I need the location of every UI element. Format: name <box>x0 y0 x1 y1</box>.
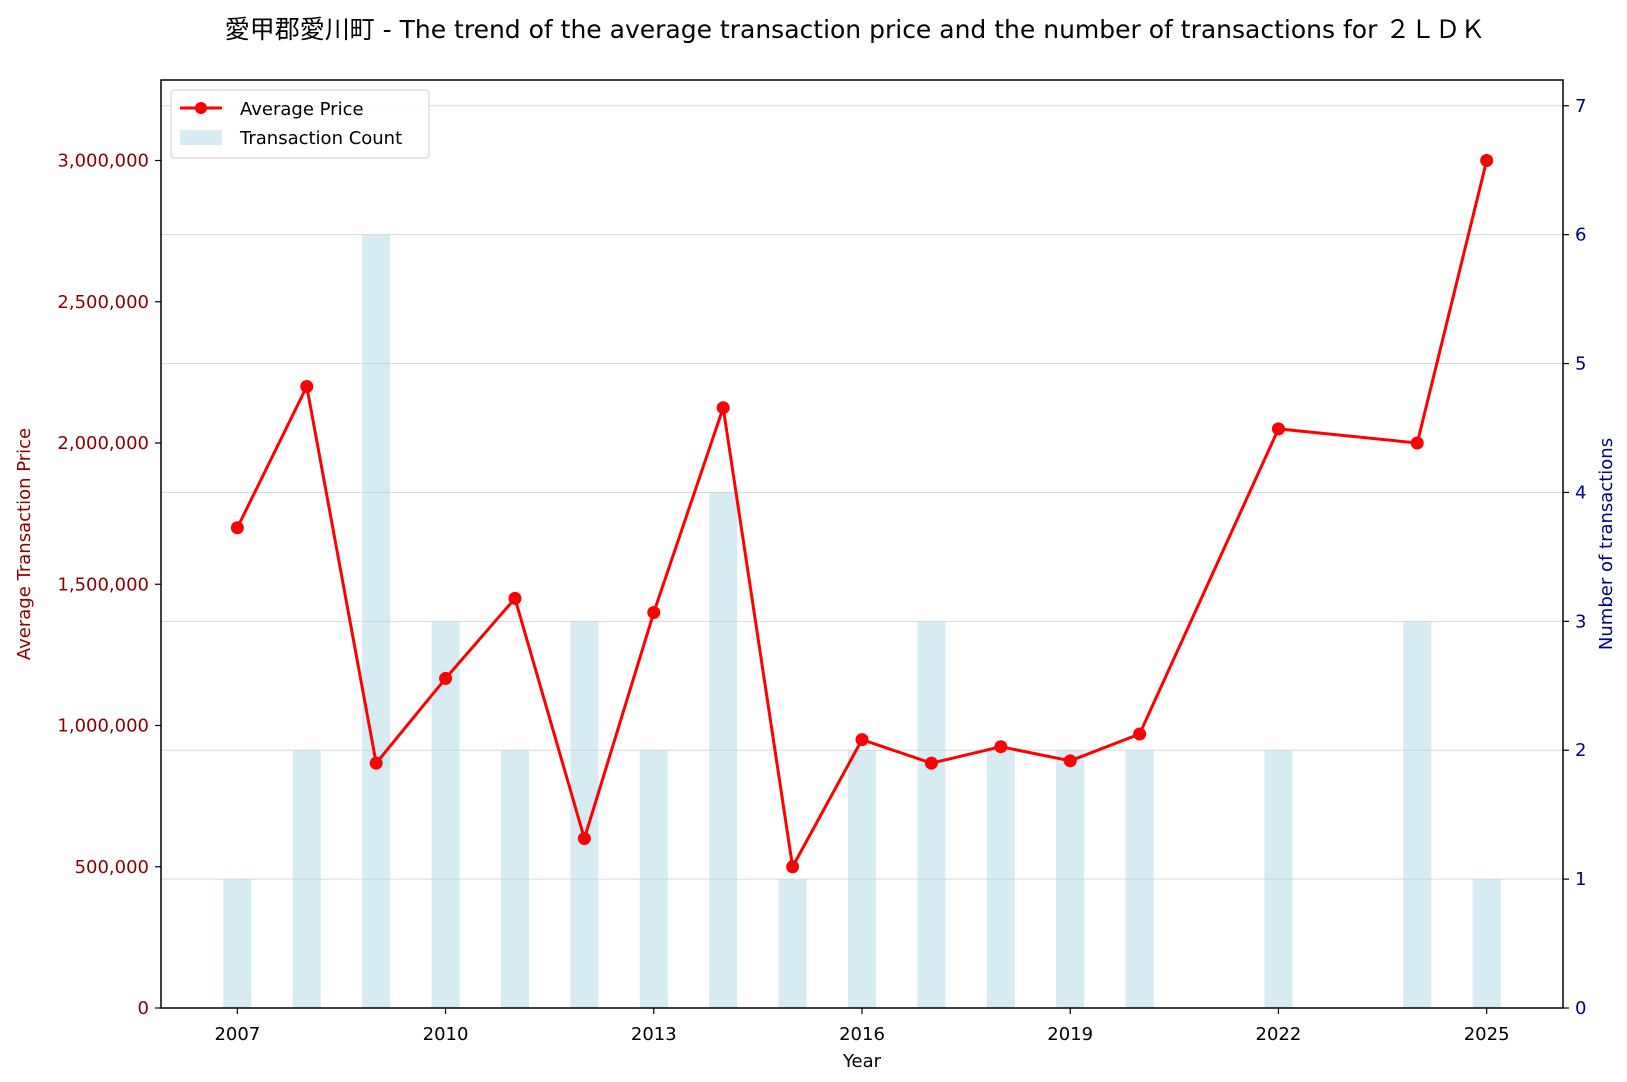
price-point-2015 <box>786 860 800 874</box>
right-axis: 0 1 2 3 4 5 6 7 <box>1563 96 1586 1019</box>
x-tick-label-3: 2016 <box>839 1024 885 1045</box>
x-axis-label: Year <box>842 1051 882 1072</box>
y-right-tick-label-4: 4 <box>1575 482 1586 503</box>
price-point-2019 <box>1063 754 1077 768</box>
price-point-2011 <box>508 591 522 605</box>
legend-bar-swatch <box>180 130 222 145</box>
y-axis-left-label: Average Transaction Price <box>14 428 35 660</box>
x-tick-label-5: 2022 <box>1256 1024 1302 1045</box>
bar-2015 <box>778 879 807 1008</box>
legend-entry-transaction-count: Transaction Count <box>239 128 402 149</box>
bar-2007 <box>223 879 252 1008</box>
x-tick-label-0: 2007 <box>214 1024 260 1045</box>
legend: Average Price Transaction Count <box>170 89 430 159</box>
bar-2013 <box>639 750 668 1008</box>
y-right-tick-label-2: 2 <box>1575 740 1586 761</box>
y-left-tick-label-2: 1,000,000 <box>57 716 149 737</box>
y-left-tick-label-1: 500,000 <box>75 857 149 878</box>
legend-entry-average-price: Average Price <box>240 99 364 120</box>
bar-series <box>223 234 1501 1008</box>
price-point-2009 <box>369 756 383 770</box>
y-axis-right-label: Number of transactions <box>1596 438 1617 650</box>
legend-line-marker <box>195 102 207 114</box>
price-point-2020 <box>1133 727 1147 741</box>
left-axis: 0 500,000 1,000,000 1,500,000 2,000,000 2,500… <box>57 151 161 1019</box>
y-left-tick-label-4: 2,000,000 <box>57 433 149 454</box>
bar-2020 <box>1125 750 1154 1008</box>
price-point-2025 <box>1480 154 1494 168</box>
x-axis: 2007 2010 2013 2016 2019 2022 2025 <box>214 1008 1510 1045</box>
chart-title: 愛甲郡愛川町 - The trend of the average transa… <box>225 15 1486 44</box>
price-point-2007 <box>230 521 244 535</box>
bar-2019 <box>1056 750 1085 1008</box>
price-point-2022 <box>1271 422 1285 436</box>
price-point-2008 <box>300 380 314 394</box>
line-series <box>230 154 1494 874</box>
x-tick-label-2: 2013 <box>631 1024 677 1045</box>
bar-2014 <box>709 492 738 1008</box>
x-tick-label-1: 2010 <box>423 1024 469 1045</box>
y-left-tick-label-0: 0 <box>138 998 149 1019</box>
y-right-tick-label-5: 5 <box>1575 354 1586 375</box>
price-point-2013 <box>647 606 661 620</box>
bar-2025 <box>1472 879 1501 1008</box>
y-right-tick-label-6: 6 <box>1575 225 1586 246</box>
y-right-tick-label-0: 0 <box>1575 998 1586 1019</box>
bar-2016 <box>848 750 876 1008</box>
bar-2024 <box>1403 621 1432 1008</box>
price-point-2016 <box>855 733 869 747</box>
x-tick-label-6: 2025 <box>1464 1024 1510 1045</box>
price-point-2014 <box>716 401 730 415</box>
bar-2012 <box>570 621 599 1008</box>
y-left-tick-label-3: 1,500,000 <box>57 574 149 595</box>
price-point-2010 <box>439 671 453 685</box>
price-point-2024 <box>1410 436 1424 450</box>
y-left-tick-label-5: 2,500,000 <box>57 292 149 313</box>
y-left-tick-label-6: 3,000,000 <box>57 151 149 172</box>
bar-2010 <box>431 621 460 1008</box>
bar-2009 <box>362 234 391 1008</box>
price-point-2017 <box>924 756 938 770</box>
bar-2022 <box>1264 750 1293 1008</box>
bar-2018 <box>986 750 1015 1008</box>
bar-2011 <box>500 750 529 1008</box>
y-right-tick-label-1: 1 <box>1575 869 1586 890</box>
y-right-tick-label-3: 3 <box>1575 611 1586 632</box>
y-right-tick-label-7: 7 <box>1575 96 1586 117</box>
bar-2008 <box>292 750 321 1008</box>
price-point-2012 <box>577 832 591 846</box>
bar-2017 <box>917 621 946 1008</box>
x-tick-label-4: 2019 <box>1047 1024 1093 1045</box>
legend-box <box>170 89 430 159</box>
price-point-2018 <box>994 740 1008 754</box>
